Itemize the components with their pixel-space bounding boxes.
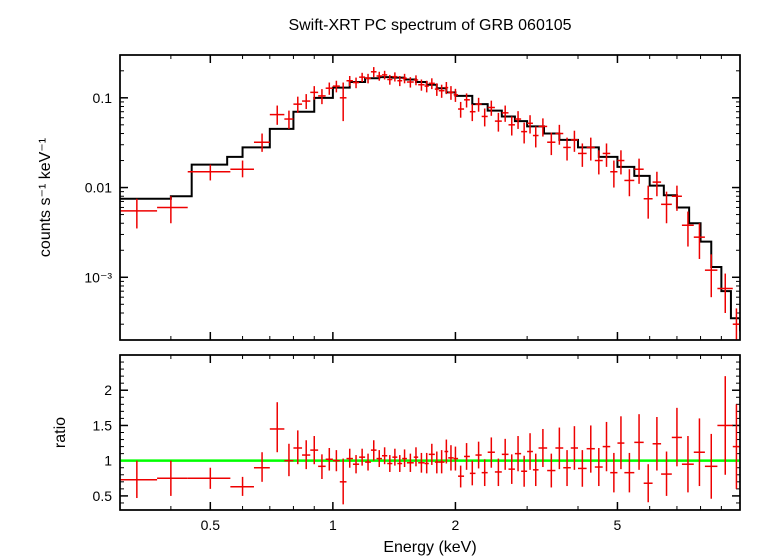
y-axis-label-bottom: ratio: [52, 417, 69, 448]
svg-text:1: 1: [329, 517, 337, 533]
svg-text:5: 5: [614, 517, 622, 533]
spectrum-chart: Swift-XRT PC spectrum of GRB 060105 0.5 1 2…: [0, 0, 758, 556]
svg-text:0.5: 0.5: [201, 517, 221, 533]
svg-text:2: 2: [104, 382, 112, 398]
y-axis-label-top: counts s⁻¹ keV⁻¹: [37, 138, 54, 257]
svg-text:1: 1: [104, 453, 112, 469]
x-axis-label: Energy (keV): [383, 539, 476, 556]
svg-text:10⁻³: 10⁻³: [84, 269, 112, 285]
svg-text:2: 2: [452, 517, 460, 533]
svg-text:1.5: 1.5: [93, 417, 113, 433]
svg-text:0.5: 0.5: [93, 488, 113, 504]
chart-title: Swift-XRT PC spectrum of GRB 060105: [288, 17, 571, 34]
svg-text:0.1: 0.1: [93, 90, 113, 106]
chart-container: Swift-XRT PC spectrum of GRB 060105 0.5 1 2…: [0, 0, 758, 556]
model-line: [120, 77, 740, 331]
svg-text:0.01: 0.01: [85, 180, 112, 196]
